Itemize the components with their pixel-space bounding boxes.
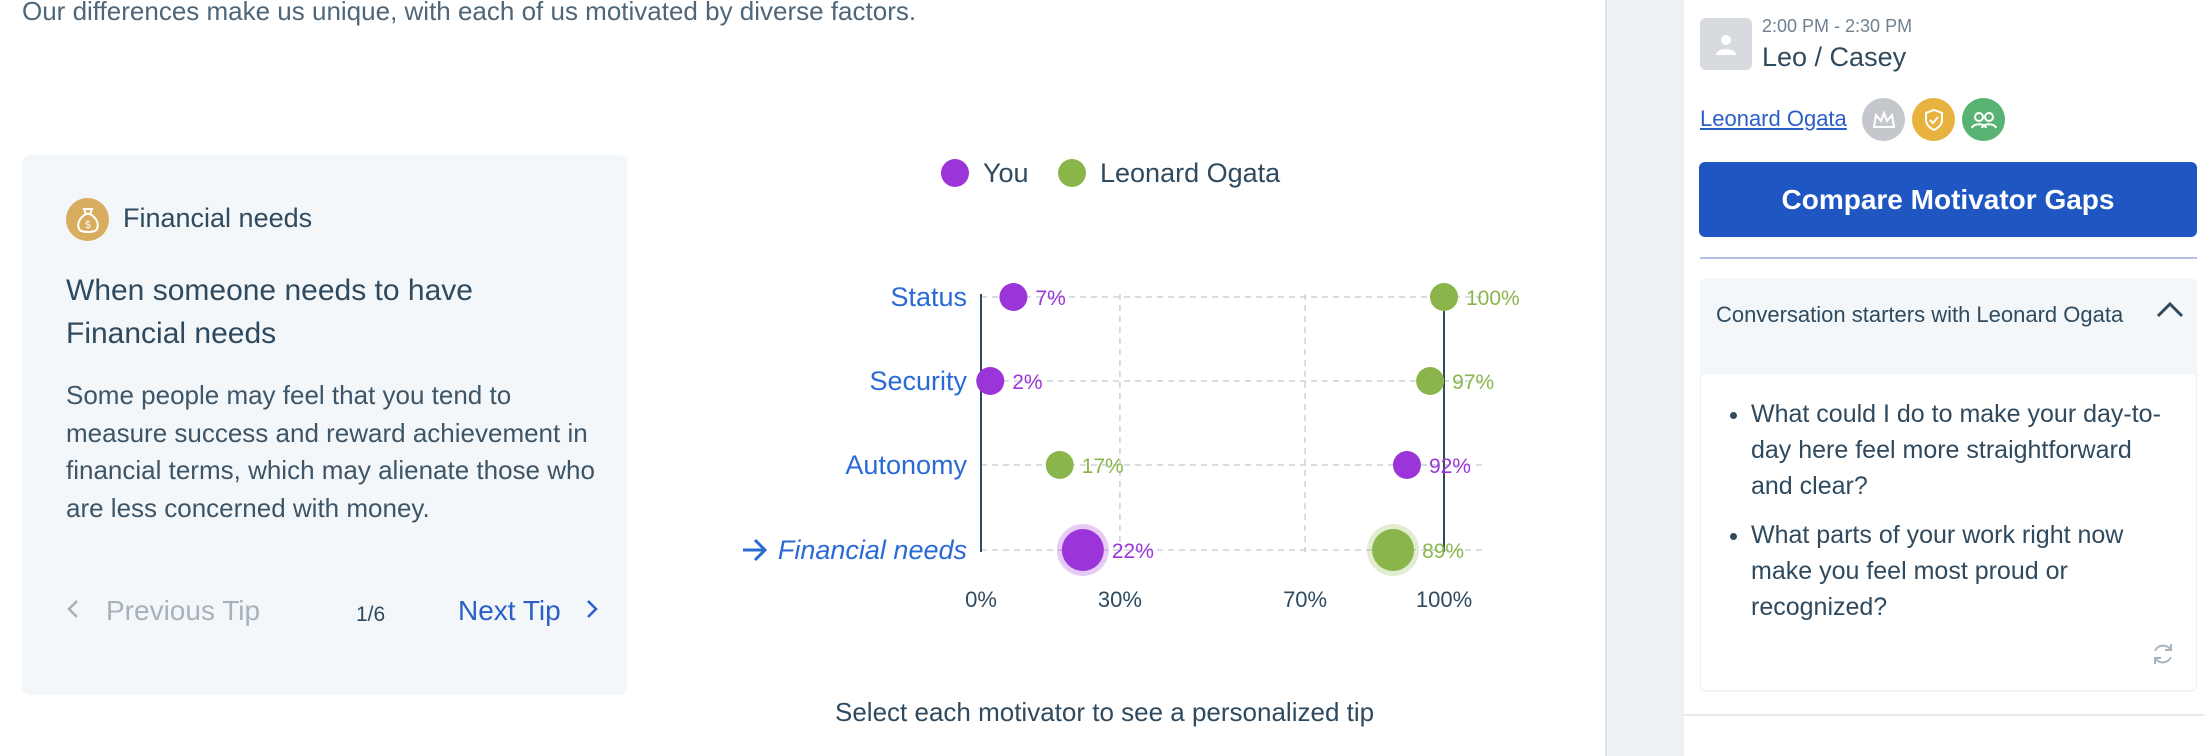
data-label: 7% bbox=[1035, 287, 1065, 310]
tip-body: Some people may feel that you tend to me… bbox=[66, 380, 595, 523]
legend-marker bbox=[941, 159, 969, 187]
data-point bbox=[1061, 529, 1104, 571]
crown-icon bbox=[1862, 98, 1905, 141]
legend-label: You bbox=[983, 158, 1029, 188]
data-label: 17% bbox=[1082, 455, 1124, 478]
x-tick-label: 100% bbox=[1416, 587, 1472, 612]
data-label: 89% bbox=[1422, 540, 1464, 563]
x-tick-label: 70% bbox=[1283, 587, 1327, 612]
motivator-chart-svg: Status Security Autonomy Financial needs 0% 3… bbox=[743, 158, 1520, 612]
data-point bbox=[1372, 529, 1415, 571]
chevron-left-icon bbox=[66, 595, 80, 627]
refresh-icon[interactable] bbox=[2150, 641, 2176, 672]
list-item: What could I do to make your day-to-day … bbox=[1751, 396, 2171, 504]
sidebar-footer-divider bbox=[1684, 714, 2204, 716]
avatar bbox=[1700, 18, 1752, 70]
chevron-right-icon bbox=[585, 595, 599, 627]
conversation-starters-header[interactable]: Conversation starters with Leonard Ogata bbox=[1716, 302, 2124, 327]
tip-navigation: Previous Tip 1/6 Next Tip bbox=[66, 595, 606, 635]
people-icon bbox=[1962, 98, 2005, 141]
tip-card: $ Financial needs When someone needs to … bbox=[22, 155, 627, 695]
data-label: 100% bbox=[1466, 287, 1520, 310]
compare-motivator-gaps-button[interactable]: Compare Motivator Gaps bbox=[1699, 162, 2197, 237]
badge-list bbox=[1862, 98, 2005, 141]
data-label: 22% bbox=[1112, 540, 1154, 563]
person-icon bbox=[1716, 35, 1736, 55]
tip-category: Financial needs bbox=[123, 203, 313, 233]
arrow-right-icon bbox=[743, 538, 768, 562]
panel-divider bbox=[1605, 0, 1607, 756]
conversation-starters-panel: Conversation starters with Leonard Ogata… bbox=[1700, 278, 2197, 692]
meeting-time: 2:00 PM - 2:30 PM bbox=[1762, 16, 1913, 36]
conversation-starters-list: What could I do to make your day-to-day … bbox=[1700, 373, 2197, 691]
list-item: What parts of your work right now make y… bbox=[1751, 517, 2171, 625]
tip-title: When someone needs to have Financial nee… bbox=[66, 274, 473, 350]
legend-label: Leonard Ogata bbox=[1100, 158, 1281, 188]
sidebar-gutter bbox=[1607, 0, 1684, 756]
x-tick-label: 30% bbox=[1098, 587, 1142, 612]
chevron-up-icon[interactable] bbox=[2155, 300, 2185, 325]
meeting-title: Leo / Casey bbox=[1762, 42, 1907, 72]
data-point bbox=[1430, 283, 1458, 311]
data-point bbox=[999, 283, 1028, 311]
data-point bbox=[976, 367, 1005, 395]
category-label: Autonomy bbox=[845, 450, 967, 480]
data-point bbox=[1392, 451, 1421, 479]
data-point bbox=[1416, 367, 1445, 395]
shield-check-icon bbox=[1912, 98, 1955, 141]
next-tip-button[interactable]: Next Tip bbox=[458, 595, 599, 627]
category-label: Security bbox=[869, 366, 967, 396]
money-bag-icon: $ bbox=[66, 198, 109, 241]
sidebar: 2:00 PM - 2:30 PM Leo / Casey Leonard Og… bbox=[1684, 0, 2204, 756]
previous-tip-button[interactable]: Previous Tip bbox=[66, 595, 260, 627]
person-link[interactable]: Leonard Ogata bbox=[1700, 106, 1847, 131]
main-panel: Our differences make us unique, with eac… bbox=[22, 0, 1560, 727]
category-label: Financial needs bbox=[778, 535, 967, 565]
data-label: 2% bbox=[1012, 371, 1042, 394]
data-label: 97% bbox=[1452, 371, 1494, 394]
motivator-chart: Status Security Autonomy Financial needs 0% 3… bbox=[720, 150, 1560, 630]
svg-text:$: $ bbox=[84, 218, 91, 231]
chart-caption: Select each motivator to see a personali… bbox=[835, 697, 1375, 727]
data-label: 92% bbox=[1429, 455, 1471, 478]
legend-marker bbox=[1058, 159, 1086, 187]
next-tip-label: Next Tip bbox=[458, 595, 561, 626]
data-point bbox=[1045, 451, 1074, 479]
tip-counter: 1/6 bbox=[356, 603, 386, 626]
intro-text: Our differences make us unique, with eac… bbox=[22, 0, 917, 26]
sidebar-divider bbox=[1700, 257, 2197, 259]
x-tick-label: 0% bbox=[965, 587, 997, 612]
category-label: Status bbox=[890, 282, 967, 312]
previous-tip-label: Previous Tip bbox=[106, 595, 261, 626]
